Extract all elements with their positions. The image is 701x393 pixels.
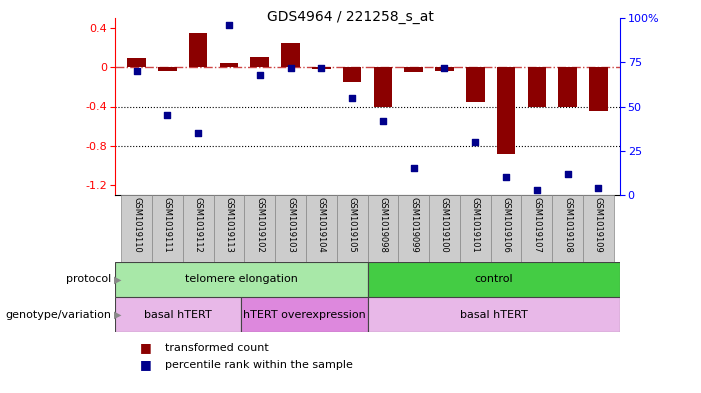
Text: GSM1019099: GSM1019099 — [409, 197, 418, 253]
Text: GSM1019098: GSM1019098 — [379, 197, 388, 253]
Point — [224, 22, 235, 28]
Bar — [158, 67, 177, 71]
Text: GSM1019112: GSM1019112 — [193, 197, 203, 253]
Point — [254, 72, 266, 78]
Bar — [250, 57, 269, 67]
Bar — [183, 195, 214, 262]
Text: basal hTERT: basal hTERT — [144, 310, 212, 320]
Point — [285, 64, 296, 71]
Bar — [583, 195, 614, 262]
Bar — [189, 33, 207, 67]
Text: GSM1019101: GSM1019101 — [471, 197, 479, 253]
Bar — [429, 195, 460, 262]
Bar — [275, 195, 306, 262]
Bar — [404, 67, 423, 72]
Bar — [281, 42, 300, 67]
Bar — [367, 262, 620, 297]
Point — [193, 130, 204, 136]
Bar — [522, 195, 552, 262]
Text: percentile rank within the sample: percentile rank within the sample — [165, 360, 353, 370]
Bar — [343, 67, 361, 82]
Text: ▶: ▶ — [114, 310, 122, 320]
Text: GSM1019103: GSM1019103 — [286, 197, 295, 253]
Text: ■: ■ — [140, 358, 152, 371]
Text: hTERT overexpression: hTERT overexpression — [243, 310, 366, 320]
Bar — [245, 195, 275, 262]
Bar — [497, 67, 515, 154]
Text: GDS4964 / 221258_s_at: GDS4964 / 221258_s_at — [267, 10, 434, 24]
Text: control: control — [475, 274, 513, 285]
Bar — [491, 195, 522, 262]
Bar — [460, 195, 491, 262]
Point — [408, 165, 419, 172]
Text: GSM1019110: GSM1019110 — [132, 197, 141, 253]
Bar — [336, 195, 367, 262]
Text: ▶: ▶ — [114, 274, 122, 285]
Bar — [214, 195, 245, 262]
Bar — [367, 297, 620, 332]
Bar — [559, 67, 577, 107]
Text: GSM1019105: GSM1019105 — [348, 197, 357, 253]
Point — [531, 187, 543, 193]
Text: GSM1019107: GSM1019107 — [532, 197, 541, 253]
Bar — [435, 67, 454, 71]
Point — [439, 64, 450, 71]
Text: GSM1019100: GSM1019100 — [440, 197, 449, 253]
Bar — [115, 297, 241, 332]
Bar — [219, 63, 238, 67]
Bar — [466, 67, 484, 101]
Text: GSM1019108: GSM1019108 — [563, 197, 572, 253]
Point — [315, 64, 327, 71]
Point — [593, 185, 604, 191]
Bar — [398, 195, 429, 262]
Text: GSM1019102: GSM1019102 — [255, 197, 264, 253]
Point — [346, 94, 358, 101]
Point — [377, 118, 388, 124]
Bar — [367, 195, 398, 262]
Point — [131, 68, 142, 74]
Bar — [374, 67, 392, 107]
Bar — [115, 262, 367, 297]
Text: telomere elongation: telomere elongation — [185, 274, 298, 285]
Bar — [552, 195, 583, 262]
Text: ■: ■ — [140, 342, 152, 354]
Text: GSM1019111: GSM1019111 — [163, 197, 172, 253]
Bar — [306, 195, 336, 262]
Text: GSM1019106: GSM1019106 — [502, 197, 510, 253]
Point — [162, 112, 173, 119]
Bar — [121, 195, 152, 262]
Bar — [312, 67, 331, 69]
Point — [501, 174, 512, 180]
Text: basal hTERT: basal hTERT — [460, 310, 528, 320]
Text: transformed count: transformed count — [165, 343, 268, 353]
Bar — [528, 67, 546, 107]
Text: GSM1019113: GSM1019113 — [224, 197, 233, 253]
Point — [562, 171, 573, 177]
Bar — [128, 58, 146, 67]
Point — [470, 139, 481, 145]
Bar — [152, 195, 183, 262]
Text: protocol: protocol — [67, 274, 111, 285]
Text: GSM1019109: GSM1019109 — [594, 197, 603, 253]
Text: genotype/variation: genotype/variation — [6, 310, 111, 320]
Bar — [590, 67, 608, 112]
Bar — [241, 297, 367, 332]
Text: GSM1019104: GSM1019104 — [317, 197, 326, 253]
